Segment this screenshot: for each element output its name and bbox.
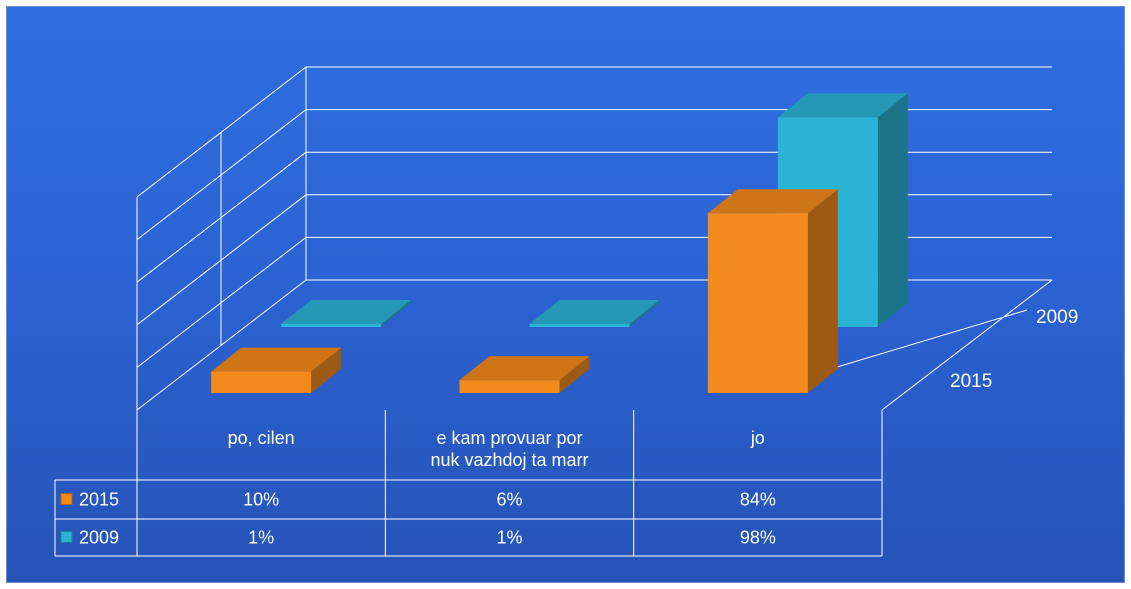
series-depth-labels: 2009 2015 bbox=[950, 307, 1078, 392]
bar-top bbox=[459, 356, 590, 381]
bar-side bbox=[311, 347, 342, 393]
bar-side bbox=[559, 356, 590, 393]
floor-edge bbox=[881, 279, 1053, 411]
chart-area bbox=[6, 6, 1125, 583]
data-label: 6% bbox=[496, 490, 522, 510]
bar-side bbox=[877, 93, 908, 327]
gridlines bbox=[136, 66, 1053, 411]
bar-2015-2 bbox=[707, 189, 838, 393]
depth-label-2009: 2009 bbox=[1036, 307, 1078, 328]
bar-top bbox=[211, 347, 342, 372]
data-label: 84% bbox=[740, 490, 776, 510]
bar-2015-0 bbox=[211, 347, 342, 393]
bar-top bbox=[529, 300, 660, 324]
legend-key-2009 bbox=[60, 531, 73, 543]
data-label: 1% bbox=[496, 528, 522, 548]
bar-2009-0 bbox=[281, 300, 412, 327]
depth-label-2015: 2015 bbox=[950, 371, 992, 392]
bars bbox=[211, 93, 908, 393]
series-name-2015: 2015 bbox=[79, 490, 119, 510]
bar-front bbox=[459, 380, 560, 393]
bar-top bbox=[281, 300, 412, 324]
floor-divider bbox=[826, 309, 1028, 371]
bar-top bbox=[707, 189, 838, 214]
data-label: 10% bbox=[243, 490, 279, 510]
bar-top bbox=[777, 93, 908, 118]
bar-front bbox=[707, 213, 808, 393]
bar-front bbox=[529, 324, 630, 327]
bar-front bbox=[281, 324, 382, 327]
bar-front bbox=[211, 371, 312, 393]
bar-side bbox=[629, 300, 660, 327]
category-label: nuk vazhdoj ta marr bbox=[430, 450, 588, 470]
bar-2015-1 bbox=[459, 356, 590, 393]
floor-edge bbox=[136, 279, 307, 411]
series-name-2009: 2009 bbox=[79, 528, 119, 548]
bar-side bbox=[381, 300, 412, 327]
data-label: 98% bbox=[740, 528, 776, 548]
data-label: 1% bbox=[248, 528, 274, 548]
category-label: jo bbox=[750, 428, 765, 448]
category-label: po, cilen bbox=[228, 428, 295, 448]
bar-side bbox=[807, 189, 838, 393]
bar-2009-1 bbox=[529, 300, 660, 327]
category-label: e kam provuar por bbox=[436, 428, 582, 448]
legend-key-2015 bbox=[60, 493, 73, 505]
